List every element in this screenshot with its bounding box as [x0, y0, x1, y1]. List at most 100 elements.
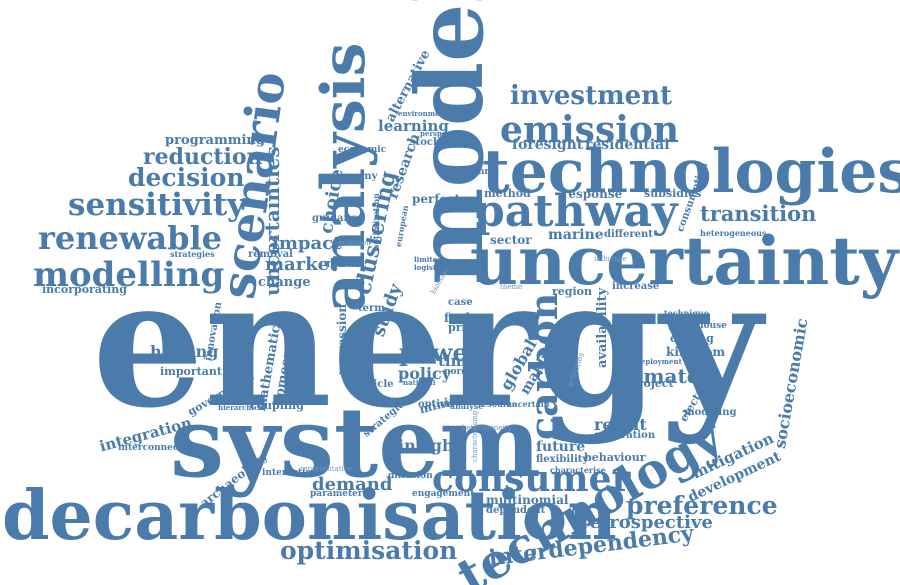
word-availability: availability: [595, 287, 610, 368]
word-stochastic: stochastic: [410, 137, 467, 148]
word-evolution: evolution: [338, 239, 371, 247]
word-vehicle: vehicle: [354, 379, 394, 390]
word-modelling: modelling: [33, 255, 225, 295]
word-regression: regression: [335, 303, 349, 375]
word-change: change: [258, 275, 311, 290]
word-learning: learning: [378, 117, 449, 135]
word-perspective: perspective: [420, 129, 466, 138]
word-optimization: optimization: [371, 193, 381, 250]
word-result: result: [594, 415, 647, 434]
word-engagement: engagement: [412, 489, 475, 499]
word-option: option: [418, 399, 455, 410]
word-market: market: [265, 254, 338, 275]
word-case: case: [448, 297, 473, 308]
word-technique: technique: [664, 308, 709, 318]
word-impact: impact: [272, 233, 342, 254]
word-interaction: interaction: [262, 468, 319, 478]
word-dependent: dependent: [486, 505, 546, 516]
word-uncertain: uncertain: [506, 399, 550, 409]
word-theme: theme: [500, 283, 523, 291]
word-heterogeneous: heterogeneous: [700, 228, 767, 238]
word-programming: programming: [165, 133, 265, 148]
word-diffusion: diffusion: [388, 471, 433, 481]
word-climate: climate: [616, 364, 700, 388]
word-pathway: pathway: [474, 186, 678, 237]
word-power: power: [399, 338, 481, 367]
word-flexibility: flexibility: [536, 454, 589, 465]
word-incorporating: incorporating: [42, 283, 127, 296]
word-heterogeneity: heterogeneity: [462, 424, 512, 432]
word-project: project: [630, 377, 674, 390]
word-representative: representative: [300, 465, 352, 473]
word-price: price: [448, 321, 480, 334]
word-guidance: guidance: [312, 213, 364, 224]
word-residential: residential: [585, 137, 670, 153]
word-nordic: nordic: [444, 367, 477, 377]
word-parameter: parameter: [310, 489, 363, 499]
word-coupling: coupling: [250, 399, 304, 412]
word-limited: limited: [414, 255, 442, 264]
word-demand: demand: [312, 474, 393, 495]
word-multinomial: multinomial: [486, 493, 569, 507]
word-economic: economic: [338, 145, 387, 155]
word-response: response: [562, 187, 623, 201]
word-emission: emission: [500, 109, 680, 151]
word-robust: robust: [326, 257, 367, 270]
word-environment: environment: [398, 109, 448, 118]
word-fuel: fuel: [444, 311, 471, 325]
word-historical: historical: [355, 322, 366, 376]
word-transition: transition: [700, 201, 817, 226]
word-behaviour: behaviour: [584, 451, 646, 464]
word-uncertainty: uncertainty: [470, 222, 899, 300]
word-renewable: renewable: [38, 219, 223, 257]
word-influence: influence: [594, 255, 627, 263]
word-modeling: modeling: [684, 407, 737, 418]
word-insight: insight: [398, 436, 462, 455]
word-important: important: [160, 365, 222, 378]
word-policy: policy: [398, 364, 452, 383]
word-sensitivity: sensitivity: [68, 187, 246, 223]
word-increase: increase: [612, 281, 660, 292]
word-heating: heating: [150, 342, 219, 361]
word-generation: generation: [594, 430, 656, 441]
word-retrospective: retrospective: [580, 512, 713, 533]
word-greenhouse: greenhouse: [668, 321, 727, 331]
word-analyse: analyse: [450, 401, 484, 411]
word-algorithm: algorithm: [444, 167, 494, 177]
word-energy: energy: [92, 240, 762, 447]
word-optimisation: optimisation: [280, 536, 458, 565]
word-different: different: [604, 229, 653, 240]
word-national: national: [403, 378, 436, 387]
word-resource: resource: [478, 399, 518, 409]
word-cycling: cycling: [670, 332, 714, 345]
word-sector: sector: [490, 233, 532, 247]
word-consumer: consumer: [432, 458, 631, 500]
word-hierarchical: hierarchical: [218, 403, 266, 412]
word-investment: investment: [510, 81, 673, 111]
word-decarbonisation: decarbonisation: [2, 476, 617, 556]
word-preference: preference: [626, 491, 778, 520]
word-deployment: deployment: [636, 357, 682, 366]
word-decision: decision: [128, 163, 245, 192]
word-term: term: [358, 303, 385, 314]
word-perfect: perfect: [412, 192, 460, 206]
word-method: method: [484, 187, 531, 200]
word-interconnection: interconnection: [118, 443, 199, 453]
word-characterise: characterise: [550, 465, 606, 475]
word-strategies: strategies: [170, 249, 215, 259]
word-characterising: characterising: [471, 410, 479, 462]
word-marine: marine: [548, 227, 604, 243]
word-system: system: [170, 386, 541, 499]
word-removal: removal: [248, 249, 293, 260]
word-foresight: foresight: [512, 137, 584, 153]
word-kingdom: kingdom: [666, 345, 726, 359]
word-economy: economy: [328, 171, 378, 182]
word-reduction: reduction: [143, 144, 263, 170]
word-time: time: [438, 352, 477, 370]
word-logistic: logistic: [414, 263, 443, 272]
word-region: region: [552, 285, 592, 298]
word-subsidies: subsidies: [644, 187, 702, 200]
word-socioeconomic: socioeconomic: [770, 316, 812, 450]
word-technologies: technologies: [482, 137, 900, 207]
